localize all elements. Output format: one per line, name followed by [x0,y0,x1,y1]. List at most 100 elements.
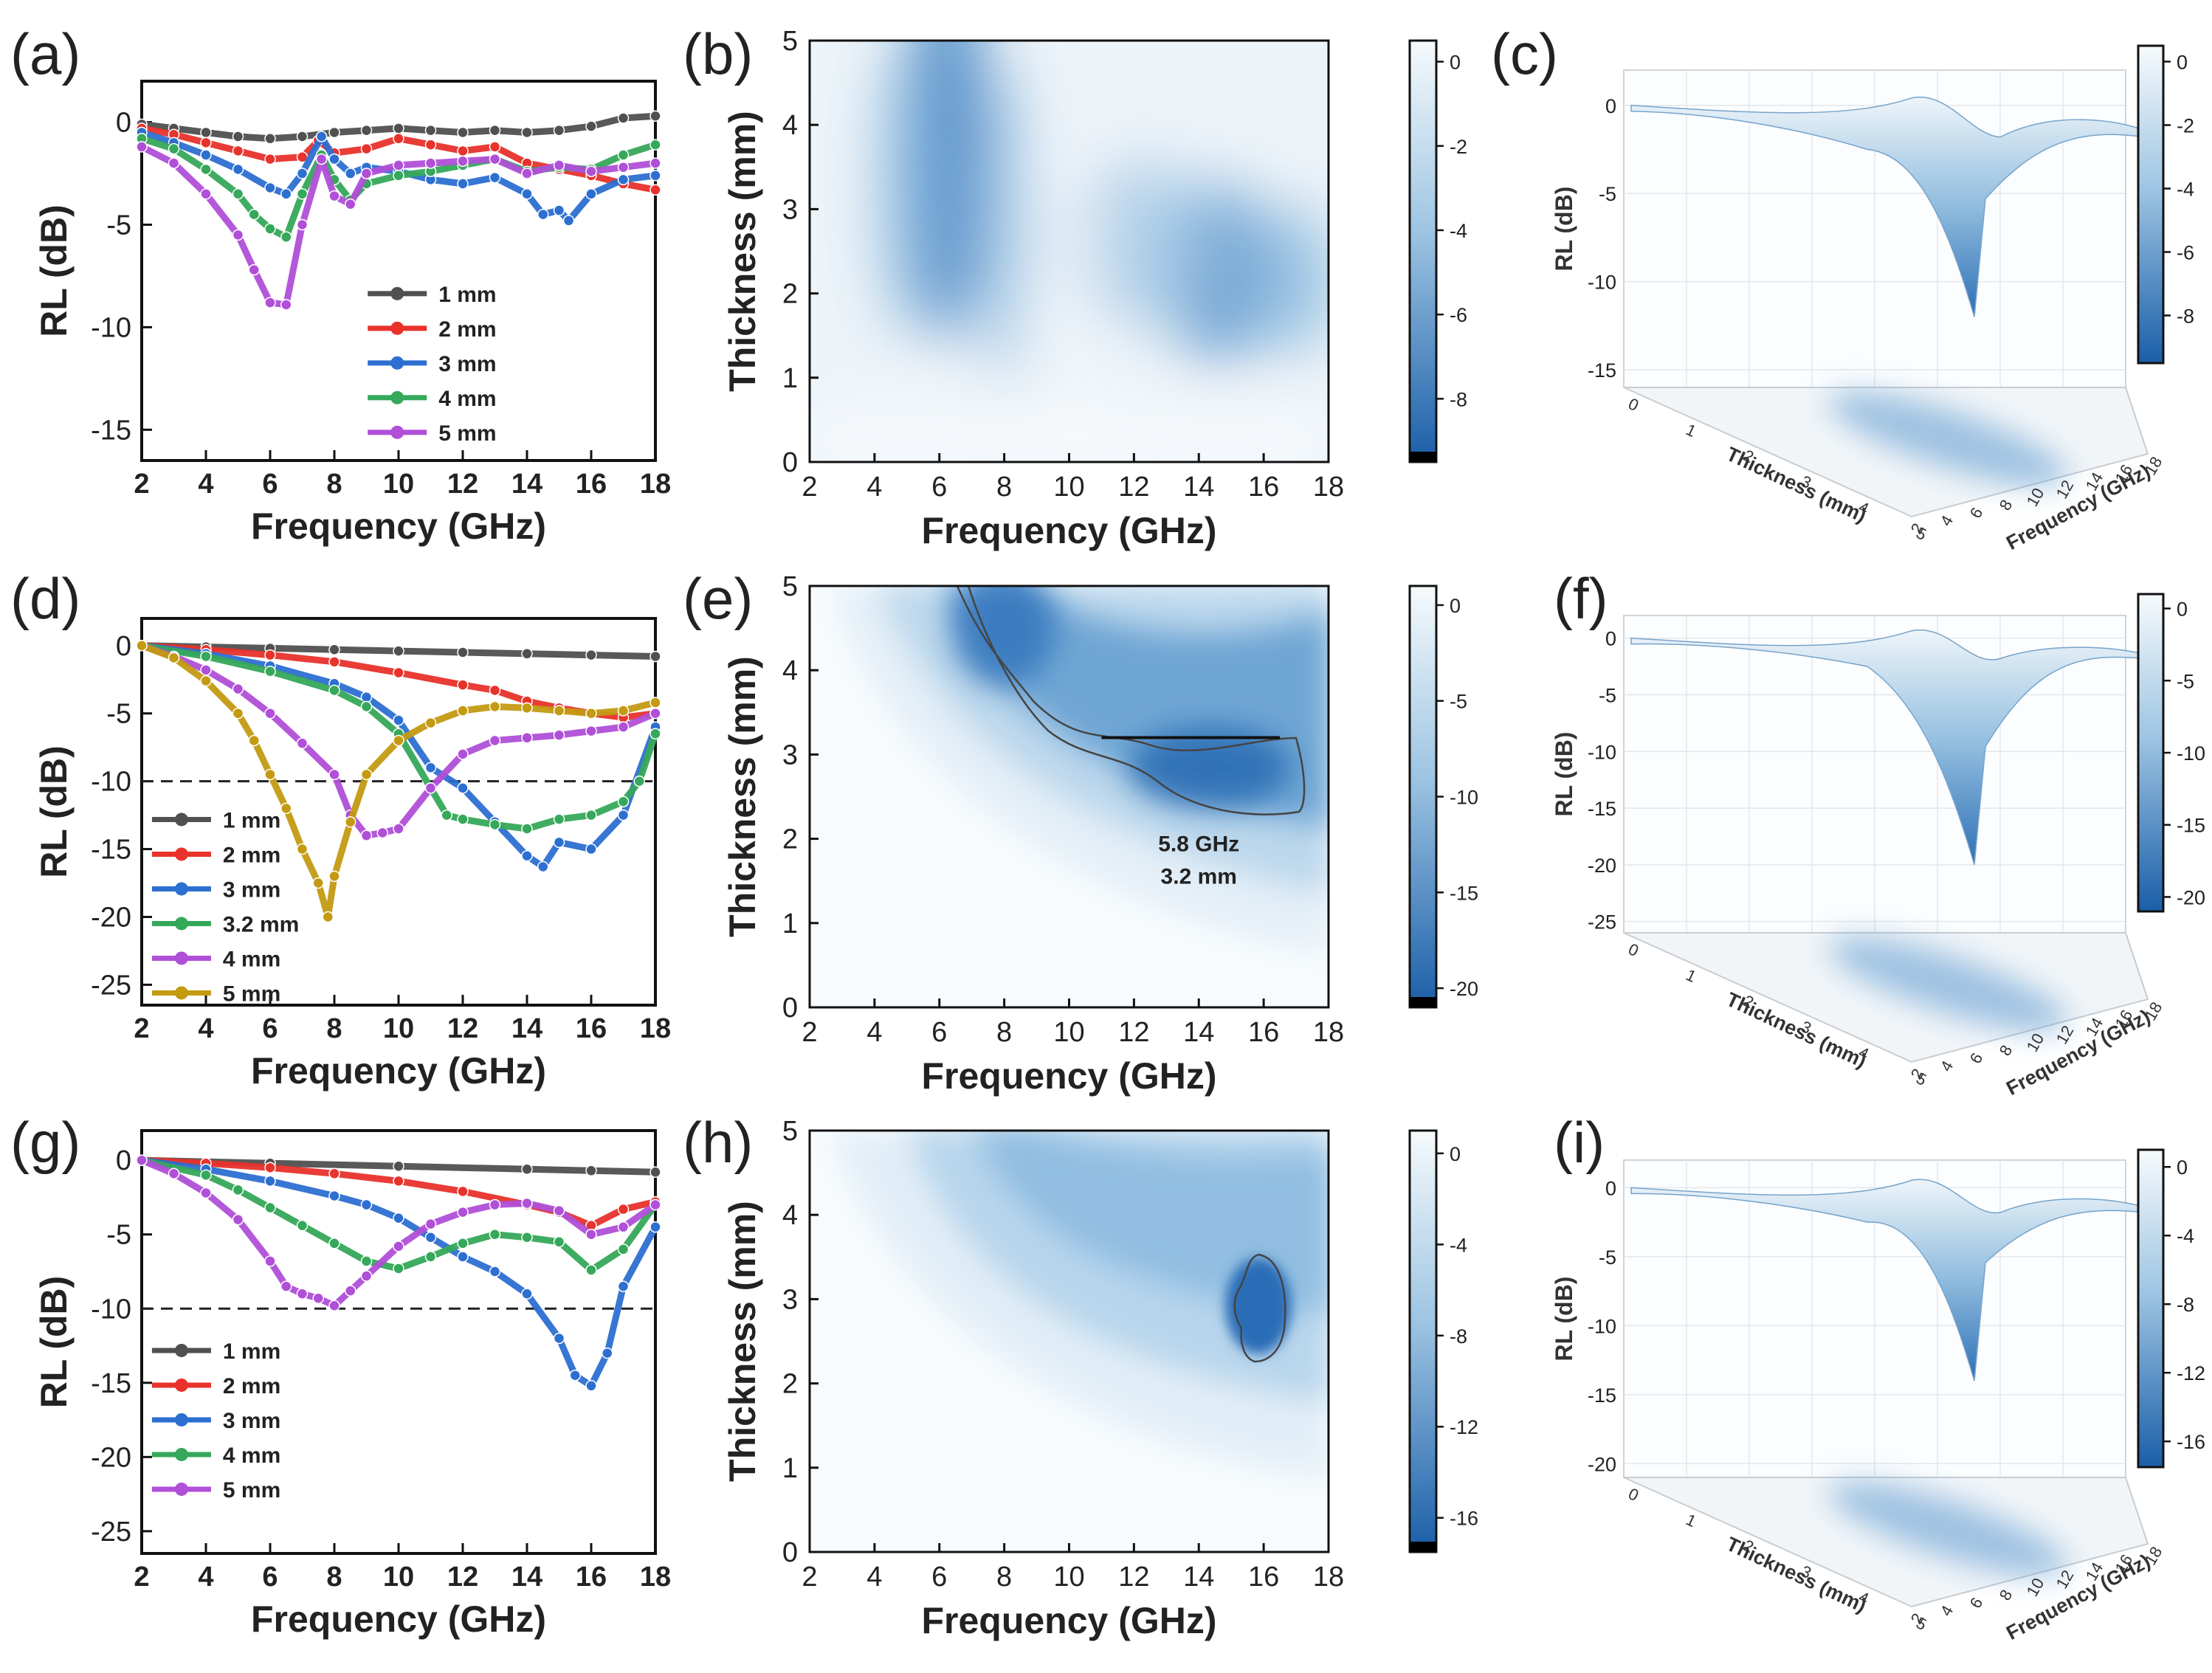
frequency-tick-label: 8 [1996,1587,2016,1604]
data-point [489,141,501,153]
data-point [537,208,549,221]
data-point [200,163,212,176]
data-point [345,1285,356,1297]
contour-line-e [956,586,1306,815]
data-point [168,157,180,169]
x-tick-label: 18 [640,1013,671,1044]
data-point [232,1213,244,1226]
data-point [264,133,276,145]
z-tick-label: -20 [1588,855,1616,877]
colorbar-tick-label: -16 [2177,1431,2205,1453]
data-point [264,1175,276,1187]
data-point [650,110,661,122]
plot-frame [140,1129,657,1555]
panel-label: (g) [10,1110,80,1175]
data-point [232,683,244,695]
data-point [296,188,309,200]
x-tick-label: 18 [640,1562,671,1593]
data-point [521,850,533,862]
y-tick-label: 3 [782,739,798,770]
x-tick-label: 10 [1053,1562,1084,1593]
colorbar-tick-label: -8 [1450,388,1467,410]
data-point [650,139,661,151]
x-tick-label: 8 [996,1017,1012,1048]
data-point [328,656,340,668]
data-point [360,142,373,155]
x-tick-label: 6 [262,1562,278,1593]
data-point [393,133,404,145]
z-tick-label: -10 [1588,1315,1616,1337]
data-point [360,700,373,713]
data-point [328,684,340,697]
legend-entry: 4 mm [438,387,496,411]
colorbar [2137,44,2165,365]
data-point [489,171,501,184]
z-tick-label: -10 [1588,741,1616,763]
data-point [136,141,148,153]
legend-entry: 3 mm [223,1409,280,1433]
data-point [248,263,260,276]
data-point [296,1219,309,1232]
y-tick-label: 4 [782,655,798,686]
x-tick-label: 16 [1248,1017,1279,1048]
x-tick-label: 4 [866,472,882,503]
data-point [424,762,437,773]
data-point [521,1197,533,1210]
data-point [264,1255,276,1267]
data-point [296,218,309,231]
legend-entry: 1 mm [223,1339,280,1364]
colorbar-tick-label: 0 [1450,595,1461,617]
data-point [489,1198,501,1211]
colorbar-tick-label: 0 [2177,52,2188,74]
data-point [602,1347,613,1359]
panel-label: (b) [683,21,753,86]
data-point [264,768,276,781]
data-point [360,1198,373,1211]
data-point [393,1212,404,1224]
series-layer [136,110,1281,1392]
colorbar-tick-label: -8 [2177,306,2194,328]
colorbar [1408,584,1438,1009]
data-point [296,131,309,142]
frequency-tick-label: 10 [2023,485,2048,510]
data-point [393,1263,404,1274]
data-point [296,737,309,749]
data-point [457,145,469,157]
frequency-tick-label: 4 [1937,512,1957,529]
thickness-tick-label: 0 [1625,394,1641,415]
x-tick-label: 14 [1183,1562,1214,1593]
legend-swatch-marker [390,425,404,439]
y-tick-label: 0 [116,631,131,662]
data-point [168,142,180,155]
colorbar-tick-label: -4 [1450,220,1467,242]
x-tick-label: 6 [931,1017,947,1048]
data-point [328,190,340,202]
colorbar-tick-label: 0 [1450,1143,1461,1165]
data-point [232,188,244,200]
colorbar [1408,1129,1438,1553]
z-tick-label: 0 [1605,95,1616,117]
data-point [521,732,533,744]
data-point [328,1300,340,1311]
data-point [232,1184,244,1196]
x-tick-label: 12 [1118,1562,1149,1593]
x-tick-label: 2 [802,472,817,503]
data-point [489,124,501,137]
data-point [200,126,212,139]
colorbar-tick-label: -8 [2177,1294,2194,1316]
x-tick-label: 8 [996,472,1012,503]
data-point [553,836,565,849]
panel-label: (d) [10,566,80,631]
data-point [585,843,597,855]
surface-floor-projection [1828,1482,2069,1576]
frequency-tick-label: 2 [1907,520,1928,537]
data-point [328,870,340,883]
data-point [200,664,212,676]
data-point [617,705,630,717]
data-point [248,208,260,221]
x-tick-label: 6 [931,1562,947,1593]
colorbar-tick-label: -6 [2177,242,2194,264]
legend-swatch-marker [174,917,188,931]
data-point [280,802,292,815]
axes-layer [140,39,2171,1555]
